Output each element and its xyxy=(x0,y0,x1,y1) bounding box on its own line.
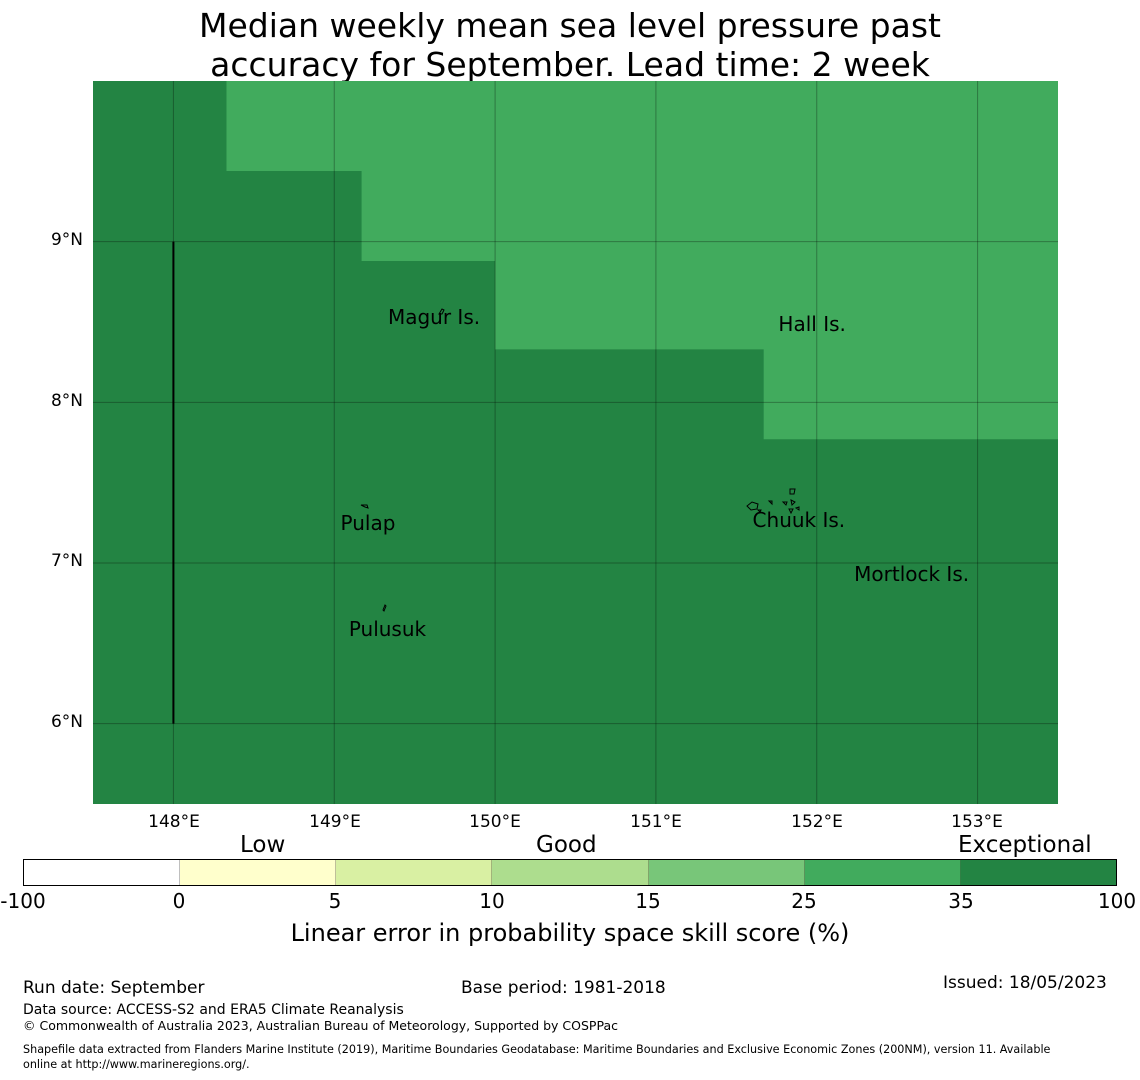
island-shape-magur xyxy=(438,308,445,315)
lon-label-151e: 151°E xyxy=(630,812,682,832)
colorbar-segment xyxy=(804,860,961,885)
colorbar-segment xyxy=(648,860,805,885)
tick-label: 15 xyxy=(635,889,661,913)
lat-label-6n: 6°N xyxy=(50,712,83,732)
data-source: Data source: ACCESS-S2 and ERA5 Climate … xyxy=(23,1002,404,1018)
place-label: Pulap xyxy=(340,510,396,535)
lon-label-152e: 152°E xyxy=(791,812,843,832)
lon-label-153e: 153°E xyxy=(951,812,1003,832)
place-label: Pulusuk xyxy=(348,616,427,641)
place-label: Magur Is. xyxy=(387,305,481,330)
run-date: Run date: September xyxy=(23,978,205,998)
colorbar-segment xyxy=(336,860,493,885)
tick-label: -100 xyxy=(0,889,46,913)
place-label: Chuuk Is. xyxy=(752,507,846,532)
island-shape-pulap xyxy=(360,504,369,509)
lat-label-9n: 9°N xyxy=(50,230,83,250)
colorbar-segment xyxy=(180,860,337,885)
tick-label: 25 xyxy=(791,889,817,913)
tick-label: 100 xyxy=(1097,889,1137,913)
lon-label-149e: 149°E xyxy=(309,812,361,832)
category-good: Good xyxy=(536,832,597,858)
colorbar-segment xyxy=(492,860,649,885)
issued-date: Issued: 18/05/2023 xyxy=(943,973,1107,993)
tick-label: 5 xyxy=(328,889,342,913)
colorbar xyxy=(23,859,1117,886)
lat-label-8n: 8°N xyxy=(50,391,83,411)
colorbar-title: Linear error in probability space skill … xyxy=(290,919,850,947)
colorbar-segment xyxy=(24,860,181,885)
island-shape-chuuk xyxy=(746,488,800,515)
tick-label: 10 xyxy=(479,889,505,913)
lon-label-150e: 150°E xyxy=(469,812,521,832)
shapefile-credit-line-1: Shapefile data extracted from Flanders M… xyxy=(23,1043,1051,1056)
map-canvas xyxy=(93,81,1058,804)
tick-label: 0 xyxy=(172,889,186,913)
place-label: Hall Is. xyxy=(778,311,846,336)
colorbar-segment xyxy=(960,860,1116,885)
place-label: Mortlock Is. xyxy=(854,562,970,587)
title-line-1: Median weekly mean sea level pressure pa… xyxy=(199,6,941,45)
lat-label-7n: 7°N xyxy=(50,551,83,571)
skill-map: Magur Is. Hall Is. Pulap Chuuk Is. Mortlock … xyxy=(93,81,1058,804)
shapefile-credit-line-2: online at http://www.marineregions.org/. xyxy=(23,1058,250,1071)
high-skill-region xyxy=(226,81,1058,440)
title-line-2: accuracy for September. Lead time: 2 wee… xyxy=(210,45,930,84)
map-title: Median weekly mean sea level pressure pa… xyxy=(0,6,1140,84)
copyright: © Commonwealth of Australia 2023, Austra… xyxy=(23,1018,618,1033)
island-outlines xyxy=(360,308,800,612)
base-period: Base period: 1981-2018 xyxy=(461,978,666,998)
lon-label-148e: 148°E xyxy=(148,812,200,832)
island-shape-pulusuk xyxy=(382,604,387,612)
category-low: Low xyxy=(240,832,286,858)
category-exceptional: Exceptional xyxy=(958,832,1092,858)
tick-label: 35 xyxy=(948,889,974,913)
skill-grid-cells xyxy=(226,81,1058,440)
